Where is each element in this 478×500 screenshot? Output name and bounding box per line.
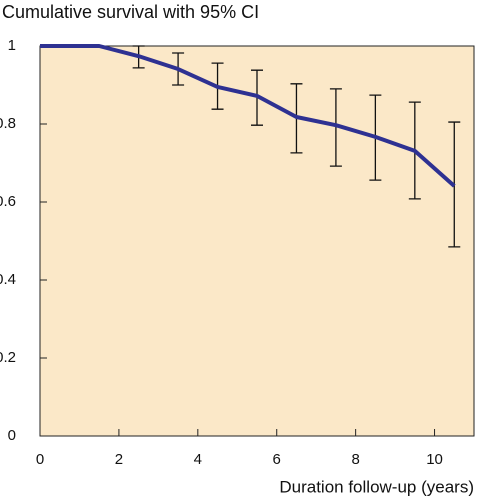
x-tick-label: 6 xyxy=(273,451,281,468)
error-bar xyxy=(329,88,342,167)
y-tick-label: 0.2 xyxy=(0,349,16,366)
x-tick-label: 2 xyxy=(115,451,123,468)
y-tick-label: 1 xyxy=(8,37,16,54)
x-tick-label: 4 xyxy=(194,451,202,468)
x-tick-label: 8 xyxy=(351,451,359,468)
y-tick-label: 0.8 xyxy=(0,115,16,132)
x-tick-label: 10 xyxy=(426,451,443,468)
y-tick-label: 0 xyxy=(8,427,16,444)
y-tick-label: 0.6 xyxy=(0,193,16,210)
chart-title: Cumulative survival with 95% CI xyxy=(2,2,259,22)
y-tick-label: 0.4 xyxy=(0,271,16,288)
x-axis-title: Duration follow-up (years) xyxy=(279,477,474,496)
x-tick-label: 0 xyxy=(36,451,44,468)
survival-line xyxy=(40,44,456,188)
